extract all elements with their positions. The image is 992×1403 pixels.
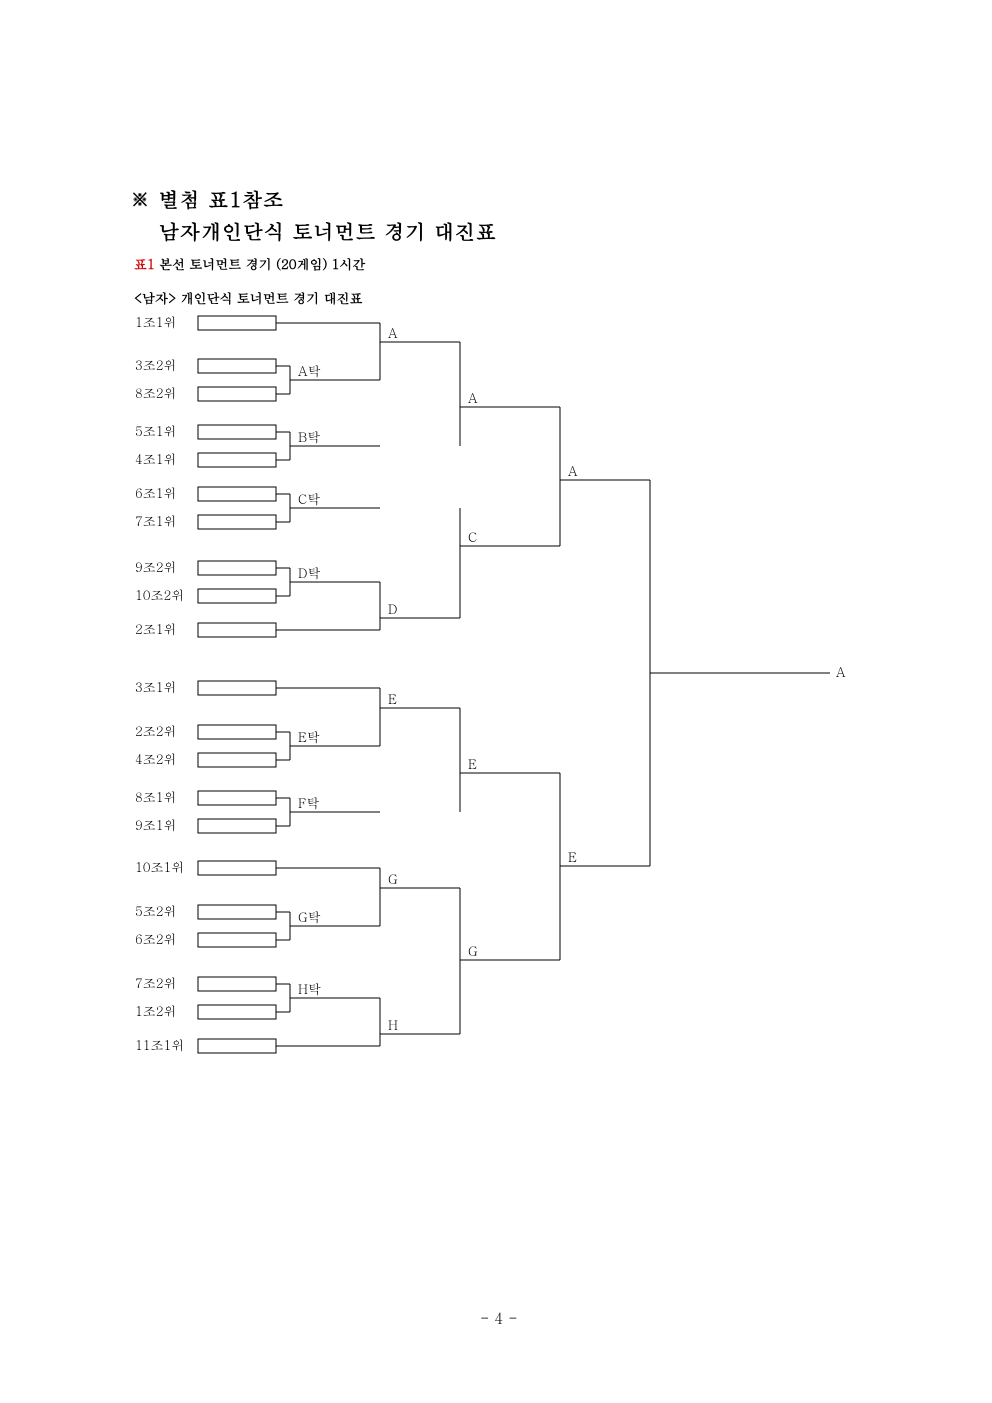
caption-rest: 본선 토너먼트 경기 (20게임) 1시간 [155, 254, 366, 273]
svg-text:A: A [836, 662, 846, 681]
svg-text:9조2위: 9조2위 [135, 557, 177, 576]
svg-text:E탁: E탁 [298, 727, 320, 746]
svg-text:E: E [388, 689, 397, 708]
svg-text:3조2위: 3조2위 [135, 355, 177, 374]
svg-text:G: G [388, 869, 398, 888]
svg-text:1조1위: 1조1위 [135, 312, 177, 331]
svg-text:7조2위: 7조2위 [135, 973, 177, 992]
svg-text:C탁: C탁 [298, 489, 320, 508]
svg-text:E: E [468, 754, 477, 773]
svg-text:10조2위: 10조2위 [135, 585, 184, 604]
svg-text:4조2위: 4조2위 [135, 749, 177, 768]
svg-text:4조1위: 4조1위 [135, 449, 177, 468]
svg-text:G탁: G탁 [298, 907, 321, 926]
header-line2: 남자개인단식 토너먼트 경기 대진표 [159, 216, 497, 245]
svg-text:3조1위: 3조1위 [135, 677, 177, 696]
svg-text:6조1위: 6조1위 [135, 483, 177, 502]
svg-text:11조1위: 11조1위 [135, 1035, 184, 1054]
svg-text:9조1위: 9조1위 [135, 815, 177, 834]
svg-text:H탁: H탁 [298, 979, 321, 998]
svg-text:7조1위: 7조1위 [135, 511, 177, 530]
header-line1: ※ 별첨 표1참조 [130, 184, 284, 213]
svg-text:H: H [388, 1015, 398, 1034]
svg-text:5조1위: 5조1위 [135, 421, 177, 440]
svg-text:A: A [468, 388, 478, 407]
svg-text:8조2위: 8조2위 [135, 383, 177, 402]
svg-text:A: A [388, 323, 398, 342]
svg-text:D탁: D탁 [298, 563, 321, 582]
svg-text:5조2위: 5조2위 [135, 901, 177, 920]
svg-text:2조1위: 2조1위 [135, 619, 177, 638]
svg-text:C: C [468, 527, 477, 546]
table-caption: 표1 본선 토너먼트 경기 (20게임) 1시간 [134, 254, 365, 273]
svg-text:E: E [568, 847, 577, 866]
bracket-subtitle: <남자> 개인단식 토너먼트 경기 대진표 [134, 288, 363, 307]
svg-text:8조1위: 8조1위 [135, 787, 177, 806]
svg-text:F탁: F탁 [298, 793, 319, 812]
svg-text:2조2위: 2조2위 [135, 721, 177, 740]
svg-text:G: G [468, 941, 478, 960]
svg-text:A탁: A탁 [298, 361, 321, 380]
svg-text:1조2위: 1조2위 [135, 1001, 177, 1020]
page-number: - 4 - [480, 1308, 518, 1329]
tournament-bracket: 1조1위 3조2위 8조2위 5조1위 4조1위 6조1위 7조1위 9조2위 10조2위 2조1… [130, 312, 870, 1072]
svg-text:10조1위: 10조1위 [135, 857, 184, 876]
caption-prefix: 표1 [134, 254, 155, 273]
svg-text:D: D [388, 599, 398, 618]
svg-text:6조2위: 6조2위 [135, 929, 177, 948]
svg-text:B탁: B탁 [298, 427, 320, 446]
svg-text:A: A [568, 461, 578, 480]
